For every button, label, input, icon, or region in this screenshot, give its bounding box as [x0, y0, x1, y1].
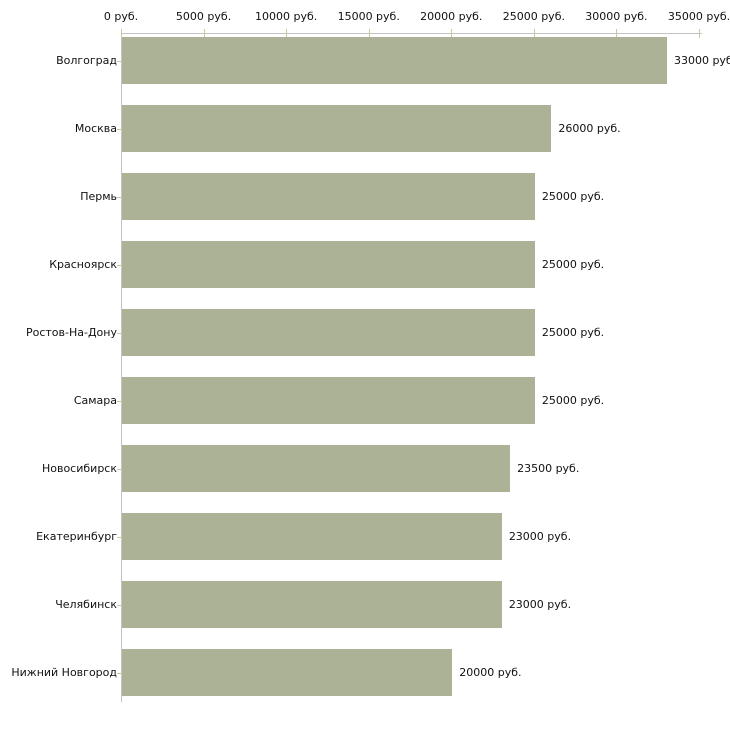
x-axis-tick-label: 20000 руб. — [420, 10, 483, 23]
value-label: 23000 руб. — [508, 597, 572, 611]
x-axis-tick-label: 15000 руб. — [337, 10, 400, 23]
y-axis-tick-mark — [117, 469, 121, 470]
category-label: Москва — [74, 121, 117, 135]
category-label: Ростов-На-Дону — [25, 325, 117, 339]
value-label: 25000 руб. — [541, 189, 605, 203]
category-label: Красноярск — [49, 257, 117, 271]
x-axis-tick-mark — [616, 29, 618, 38]
y-axis-tick-mark — [117, 265, 121, 266]
value-label: 20000 руб. — [459, 665, 522, 679]
y-axis-line — [121, 33, 122, 702]
x-axis-tick-label: 10000 руб. — [254, 10, 318, 23]
x-axis-tick-mark — [451, 29, 453, 38]
bar — [122, 581, 502, 628]
value-label: 25000 руб. — [541, 257, 605, 271]
x-axis-tick-mark — [368, 29, 370, 38]
y-axis-tick-mark — [117, 537, 121, 538]
bar — [122, 649, 453, 696]
value-label: 25000 руб. — [541, 325, 605, 339]
y-axis-tick-mark — [117, 333, 121, 334]
category-label: Нижний Новгород — [11, 665, 117, 679]
value-label: 23500 руб. — [517, 461, 580, 475]
x-axis-tick-label: 5000 руб. — [175, 10, 232, 23]
value-label: 23000 руб. — [508, 529, 572, 543]
x-axis-tick-mark — [286, 29, 288, 38]
category-label: Новосибирск — [41, 461, 117, 475]
x-axis-tick-label: 25000 руб. — [502, 10, 565, 23]
bar — [122, 445, 511, 492]
bar — [122, 105, 552, 152]
x-axis-tick-mark — [203, 29, 205, 38]
x-axis-tick-label: 30000 руб. — [585, 10, 648, 23]
bar — [122, 241, 535, 288]
x-axis-tick-mark — [698, 29, 700, 38]
bar — [122, 513, 502, 560]
x-axis-tick-label: 0 руб. — [103, 10, 139, 23]
category-label: Волгоград — [56, 53, 117, 67]
y-axis-tick-mark — [117, 673, 121, 674]
x-axis-tick-mark — [533, 29, 535, 38]
y-axis-tick-mark — [117, 129, 121, 130]
bar — [122, 309, 535, 356]
value-label: 33000 руб — [673, 53, 730, 67]
bar — [122, 173, 535, 220]
value-label: 25000 руб. — [541, 393, 605, 407]
y-axis-tick-mark — [117, 401, 121, 402]
category-label: Самара — [73, 393, 117, 407]
category-label: Пермь — [80, 189, 117, 203]
value-label: 26000 руб. — [558, 121, 621, 135]
x-axis-tick-label: 35000 руб. — [667, 10, 730, 23]
category-label: Екатеринбург — [36, 529, 117, 543]
bar — [122, 377, 535, 424]
bar — [122, 37, 667, 84]
y-axis-tick-mark — [117, 197, 121, 198]
category-label: Челябинск — [55, 597, 117, 611]
y-axis-tick-mark — [117, 605, 121, 606]
y-axis-tick-mark — [117, 61, 121, 62]
x-axis-tick-mark — [121, 29, 122, 38]
x-axis-line — [121, 33, 702, 34]
